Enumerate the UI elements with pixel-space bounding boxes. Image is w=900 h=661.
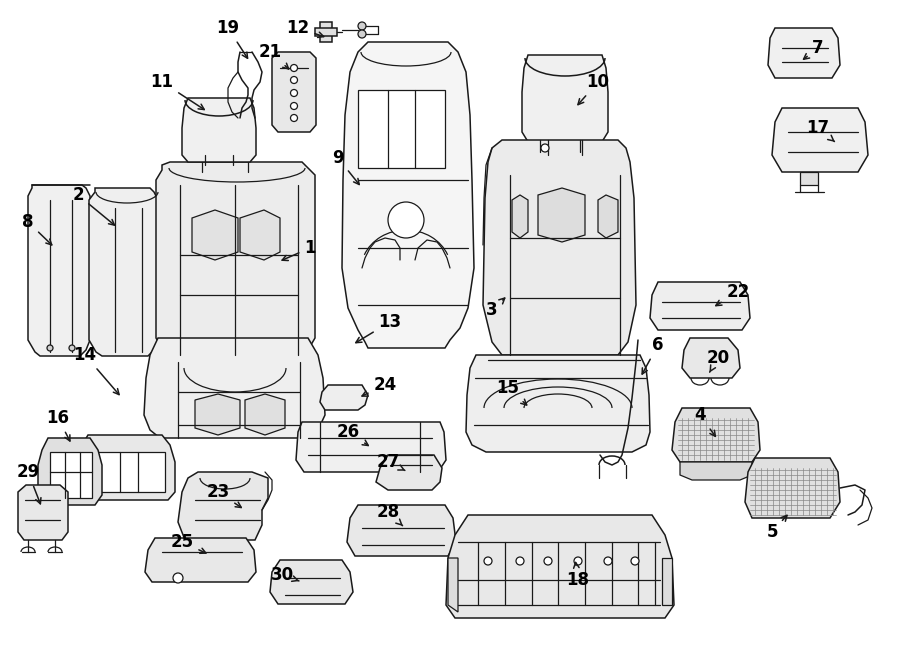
Polygon shape: [800, 172, 818, 185]
Text: 13: 13: [356, 313, 401, 342]
Polygon shape: [448, 558, 458, 612]
Circle shape: [388, 202, 424, 238]
Polygon shape: [358, 90, 445, 168]
Circle shape: [358, 22, 366, 30]
Text: 3: 3: [486, 298, 505, 319]
Polygon shape: [245, 394, 285, 435]
Circle shape: [69, 345, 75, 351]
Polygon shape: [598, 195, 618, 238]
Circle shape: [574, 557, 582, 565]
Polygon shape: [376, 455, 442, 490]
Polygon shape: [483, 140, 636, 355]
Circle shape: [291, 77, 298, 83]
Text: 10: 10: [578, 73, 609, 104]
Polygon shape: [662, 558, 672, 605]
Circle shape: [47, 345, 53, 351]
Circle shape: [516, 557, 524, 565]
Polygon shape: [18, 485, 68, 540]
Polygon shape: [347, 505, 456, 556]
Polygon shape: [680, 462, 752, 480]
Text: 25: 25: [170, 533, 206, 553]
Text: 8: 8: [22, 213, 52, 245]
Text: 27: 27: [376, 453, 405, 471]
Polygon shape: [682, 338, 740, 378]
Polygon shape: [178, 472, 268, 540]
Polygon shape: [320, 22, 332, 42]
Text: 30: 30: [270, 566, 299, 584]
Text: 16: 16: [47, 409, 70, 441]
Text: 7: 7: [804, 39, 824, 59]
Text: 29: 29: [16, 463, 40, 504]
Text: 15: 15: [497, 379, 526, 405]
Polygon shape: [78, 435, 175, 500]
Text: 2: 2: [72, 186, 114, 225]
Polygon shape: [768, 28, 840, 78]
Polygon shape: [192, 210, 238, 260]
Text: 20: 20: [706, 349, 730, 372]
Text: 21: 21: [258, 43, 289, 69]
Polygon shape: [772, 108, 868, 172]
Polygon shape: [466, 355, 650, 452]
Polygon shape: [320, 385, 368, 410]
Polygon shape: [270, 560, 353, 604]
Polygon shape: [272, 52, 316, 132]
Polygon shape: [89, 188, 158, 356]
Circle shape: [291, 65, 298, 71]
Polygon shape: [446, 515, 674, 618]
Polygon shape: [650, 282, 750, 330]
Text: 9: 9: [332, 149, 359, 184]
Text: 6: 6: [642, 336, 664, 374]
Circle shape: [631, 557, 639, 565]
Circle shape: [484, 557, 492, 565]
Text: 19: 19: [216, 19, 248, 58]
Circle shape: [544, 557, 552, 565]
Polygon shape: [512, 195, 528, 238]
Text: 23: 23: [206, 483, 241, 508]
Polygon shape: [145, 538, 256, 582]
Circle shape: [541, 144, 549, 152]
Text: 12: 12: [286, 19, 324, 38]
Text: 1: 1: [282, 239, 316, 260]
Polygon shape: [195, 394, 240, 435]
Text: 17: 17: [806, 119, 834, 141]
Polygon shape: [342, 42, 474, 348]
Polygon shape: [538, 188, 585, 242]
Polygon shape: [182, 98, 256, 162]
Circle shape: [604, 557, 612, 565]
Circle shape: [291, 102, 298, 110]
Polygon shape: [296, 422, 446, 472]
Polygon shape: [156, 162, 315, 358]
Circle shape: [173, 573, 183, 583]
Polygon shape: [144, 338, 325, 438]
Text: 22: 22: [716, 283, 750, 305]
Polygon shape: [240, 210, 280, 260]
Circle shape: [291, 89, 298, 97]
Text: 18: 18: [566, 563, 590, 589]
Text: 4: 4: [694, 406, 716, 436]
Text: 14: 14: [74, 346, 119, 395]
Text: 28: 28: [376, 503, 402, 525]
Circle shape: [291, 114, 298, 122]
Circle shape: [358, 30, 366, 38]
Polygon shape: [92, 452, 165, 492]
Polygon shape: [745, 458, 840, 518]
Text: 24: 24: [362, 376, 397, 396]
Text: 5: 5: [766, 516, 787, 541]
Polygon shape: [672, 408, 760, 462]
Text: 11: 11: [150, 73, 204, 110]
Polygon shape: [50, 452, 92, 498]
Polygon shape: [28, 185, 90, 356]
Polygon shape: [522, 55, 608, 145]
Text: 26: 26: [337, 423, 368, 446]
Polygon shape: [315, 28, 337, 36]
Polygon shape: [38, 438, 102, 505]
